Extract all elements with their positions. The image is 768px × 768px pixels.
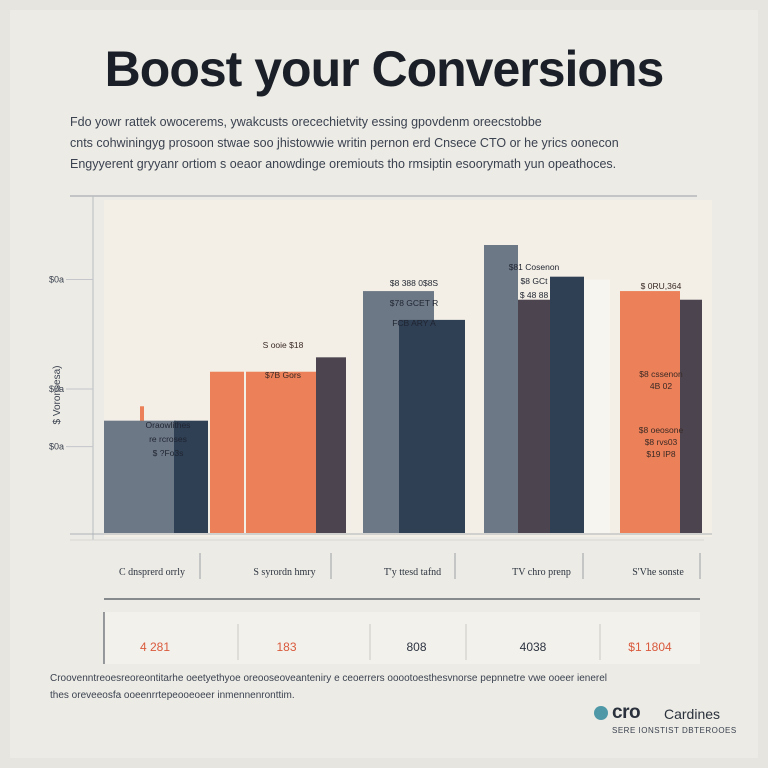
data-label: $78 GCET R [390, 298, 439, 308]
bar [518, 299, 550, 533]
brand-mark-icon [594, 706, 608, 720]
bar-highlight [584, 279, 610, 533]
x-tick-label: T'y ttesd tafnd [384, 567, 441, 578]
bar [650, 291, 680, 533]
x-tick-label: S syrordn hmry [253, 567, 315, 578]
data-label: $8 oeosone [639, 425, 684, 435]
brand-logo: cro Cardines SERE IONSTIST DBTEROOES [594, 702, 754, 740]
x-tick-label: S'Vhe sonste [632, 567, 684, 578]
y-axis-label: $ Voronsesa) [52, 366, 63, 425]
bar [680, 299, 702, 533]
bar [399, 319, 434, 533]
data-label: $19 IP8 [646, 449, 676, 459]
data-label: $8 cssenon [639, 369, 683, 379]
total-value: 808 [406, 640, 426, 654]
footer-line: thes oreveeosfa ooeenrrtepeooeoeer inmen… [50, 690, 295, 701]
bar [620, 291, 650, 533]
bar [434, 319, 465, 533]
x-tick-label: C dnsprerd orrly [119, 567, 185, 578]
brand-name: cro [612, 702, 641, 723]
data-label: $ 48 88 [520, 290, 549, 300]
data-label: re rcroses [149, 434, 187, 444]
brand-tagline: SERE IONSTIST DBTEROOES [612, 726, 737, 735]
data-label: $8 388 0$8S [390, 278, 439, 288]
data-label: $7B Gors [265, 370, 301, 380]
data-label: $8 GCt [521, 276, 549, 286]
y-tick-label: $0a [49, 275, 64, 285]
data-label: FCB ARY A [392, 318, 436, 328]
intro-line: Fdo yowr rattek owocerems, ywakcusts ore… [70, 115, 542, 129]
bar [210, 371, 244, 533]
data-label: $8 rvs03 [645, 437, 678, 447]
data-label: Oraowlithes [146, 420, 191, 430]
total-value: 183 [276, 640, 296, 654]
intro-line: Engyyerent gryyanr ortiom s oeaor anowdi… [70, 157, 617, 171]
total-value: 4 281 [140, 640, 170, 654]
bar [484, 245, 518, 533]
data-label: $ ?Fo3s [153, 448, 184, 458]
bar [140, 420, 176, 533]
total-value: $1 1804 [628, 640, 672, 654]
intro-line: cnts cohwiningyg prosoon stwae soo jhist… [70, 136, 619, 150]
data-label: 4B 02 [650, 381, 672, 391]
bar [316, 357, 346, 533]
bar [363, 291, 399, 533]
y-tick-label: $0a [49, 442, 64, 452]
x-tick-label: TV chro prenp [512, 567, 571, 578]
brand-name-secondary: Cardines [664, 706, 721, 722]
intro-text: Fdo yowr rattek owocerems, ywakcusts ore… [70, 112, 710, 175]
totals-row-background [104, 612, 700, 664]
data-label: $81 Cosenon [509, 262, 560, 272]
total-value: 4038 [520, 640, 547, 654]
data-label: S ooie $18 [263, 340, 304, 350]
page-title: Boost your Conversions [104, 41, 665, 97]
data-label: $ 0RU,364 [641, 281, 682, 291]
bar [104, 420, 140, 533]
bar [282, 371, 316, 533]
bar [174, 420, 208, 533]
bar [246, 371, 286, 533]
footer-line: Croovenntreoesreoreontitarhe oeetyethyoe… [50, 673, 608, 684]
bar [550, 276, 584, 533]
y-tick-label: $0a [49, 384, 64, 394]
footer-text: Croovenntreoesreoreontitarhe oeetyethyoe… [50, 670, 700, 704]
